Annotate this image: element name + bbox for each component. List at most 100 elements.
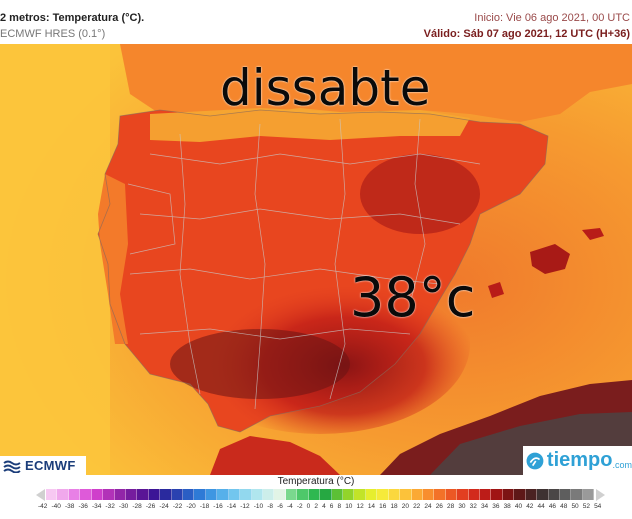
portugal-coast <box>98 174 128 344</box>
legend-swatch <box>548 489 560 500</box>
legend-arrow-right-icon <box>596 489 605 501</box>
legend-swatch <box>422 489 435 500</box>
ecmwf-logo-text: ECMWF <box>25 458 76 473</box>
legend-swatch <box>377 489 389 500</box>
ebro-hot <box>360 154 480 234</box>
legend-swatch <box>103 489 115 500</box>
legend-swatch <box>217 489 229 500</box>
legend-swatch <box>514 489 526 500</box>
legend-swatch <box>331 489 343 500</box>
menorca <box>582 228 604 240</box>
legend-tick-label: 2 <box>314 503 318 510</box>
init-time: Inicio: Vie 06 ago 2021, 00 UTC <box>474 12 630 24</box>
legend-tick-label: 52 <box>582 503 590 510</box>
legend-tick-label: -38 <box>64 503 75 510</box>
legend-tick-label: -6 <box>277 503 283 510</box>
ecmwf-logo-icon <box>3 460 21 473</box>
legend-swatch <box>525 489 538 500</box>
legend-swatch <box>160 489 172 500</box>
legend-swatch <box>388 489 401 500</box>
legend-swatch <box>480 489 492 500</box>
legend-tick-label: 40 <box>514 503 523 510</box>
map-title: 2 metros: Temperatura (°C). <box>0 12 145 24</box>
france-land <box>120 44 632 122</box>
legend-tick-label: 6 <box>329 503 334 510</box>
tiempo-logo-text: tiempo <box>546 449 613 471</box>
legend-swatch <box>148 489 161 500</box>
legend-tick-label: 24 <box>424 503 432 510</box>
model-label: ECMWF HRES (0.1°) <box>0 28 106 40</box>
legend-tick-label: -4 <box>286 503 293 510</box>
legend-tick-label: 0 <box>306 503 311 510</box>
legend-tick-label: 34 <box>480 503 489 510</box>
legend-swatch <box>491 489 503 500</box>
atlantic-area <box>0 44 110 475</box>
legend-swatch <box>171 489 184 500</box>
legend-tick-label: -36 <box>78 503 88 510</box>
legend-tick-label: 32 <box>469 503 477 510</box>
legend-tick-label: 14 <box>367 503 376 510</box>
legend-tick-label: -28 <box>132 503 142 510</box>
legend-tick-label: -18 <box>199 503 210 510</box>
legend-tick-label: -20 <box>186 503 196 510</box>
legend-swatch <box>285 489 298 500</box>
legend-swatch <box>114 489 126 500</box>
legend-swatch <box>308 489 321 500</box>
legend-tick-label: 42 <box>526 503 534 510</box>
legend-swatch <box>205 489 218 500</box>
legend-swatch <box>68 489 81 500</box>
legend-tick-label: 22 <box>413 503 421 510</box>
legend-swatch <box>194 489 206 500</box>
coastline <box>97 109 549 433</box>
legend-swatch <box>468 489 481 500</box>
legend-tick-label: -40 <box>51 503 61 510</box>
legend-tick-label: -24 <box>159 503 169 510</box>
legend-tick-label: -42 <box>38 503 48 510</box>
valid-time: Válido: Sáb 07 ago 2021, 12 UTC (H+36) <box>423 28 630 40</box>
tiempo-logo: tiempo .com <box>523 446 632 475</box>
legend-tick-label: -2 <box>296 503 303 510</box>
legend-tick-label: -34 <box>91 503 102 510</box>
legend-tick-label: -8 <box>267 503 274 510</box>
legend-arrow-left-icon <box>36 489 45 501</box>
legend-swatch <box>502 489 515 500</box>
legend-tick-label: 4 <box>322 503 326 510</box>
legend-swatch <box>365 489 378 500</box>
legend-tick-label: -12 <box>240 503 250 510</box>
legend-tick-label: 18 <box>390 503 398 510</box>
legend-tick-label: -32 <box>105 503 115 510</box>
legend-ticks: -42 -40 -38 -36 -34 -32 -30 -28 -26 -24 -22 -20 -18-… <box>38 503 602 515</box>
legend-tick-label: 10 <box>345 503 353 510</box>
legend-swatch <box>571 489 583 500</box>
day-overlay-text: dissabte <box>220 59 431 117</box>
legend-swatch <box>251 489 264 500</box>
legend-tick-label: 26 <box>435 503 443 510</box>
legend-swatch <box>582 489 595 500</box>
legend-title: Temperatura (°C) <box>277 476 355 487</box>
map-header: 2 metros: Temperatura (°C). ECMWF HRES (… <box>0 0 632 44</box>
legend-swatch <box>228 489 241 500</box>
legend-tick-label: 28 <box>447 503 455 510</box>
legend-swatch <box>400 489 412 500</box>
legend-tick-label: 50 <box>571 503 579 510</box>
legend-swatch <box>274 489 286 500</box>
legend-tick-label: 8 <box>337 503 342 510</box>
ibiza <box>488 282 504 298</box>
legend-tick-label: -10 <box>253 503 264 510</box>
legend-tick-label: -14 <box>226 503 237 510</box>
legend-tick-label: 38 <box>503 503 511 510</box>
legend-swatch <box>80 489 92 500</box>
legend-swatch <box>434 489 446 500</box>
legend-tick-label: 44 <box>537 503 545 510</box>
ecmwf-logo: ECMWF <box>0 456 86 475</box>
legend-swatch <box>297 489 309 500</box>
legend-swatch <box>320 489 332 500</box>
legend-swatch <box>263 489 275 500</box>
legend-tick-label: 36 <box>492 503 500 510</box>
tiempo-logo-suffix: .com <box>612 459 632 470</box>
legend-swatch <box>445 489 458 500</box>
legend-swatch <box>240 489 252 500</box>
legend-tick-label: 12 <box>356 503 364 510</box>
legend-swatch <box>537 489 549 500</box>
northern-coast <box>150 108 470 142</box>
